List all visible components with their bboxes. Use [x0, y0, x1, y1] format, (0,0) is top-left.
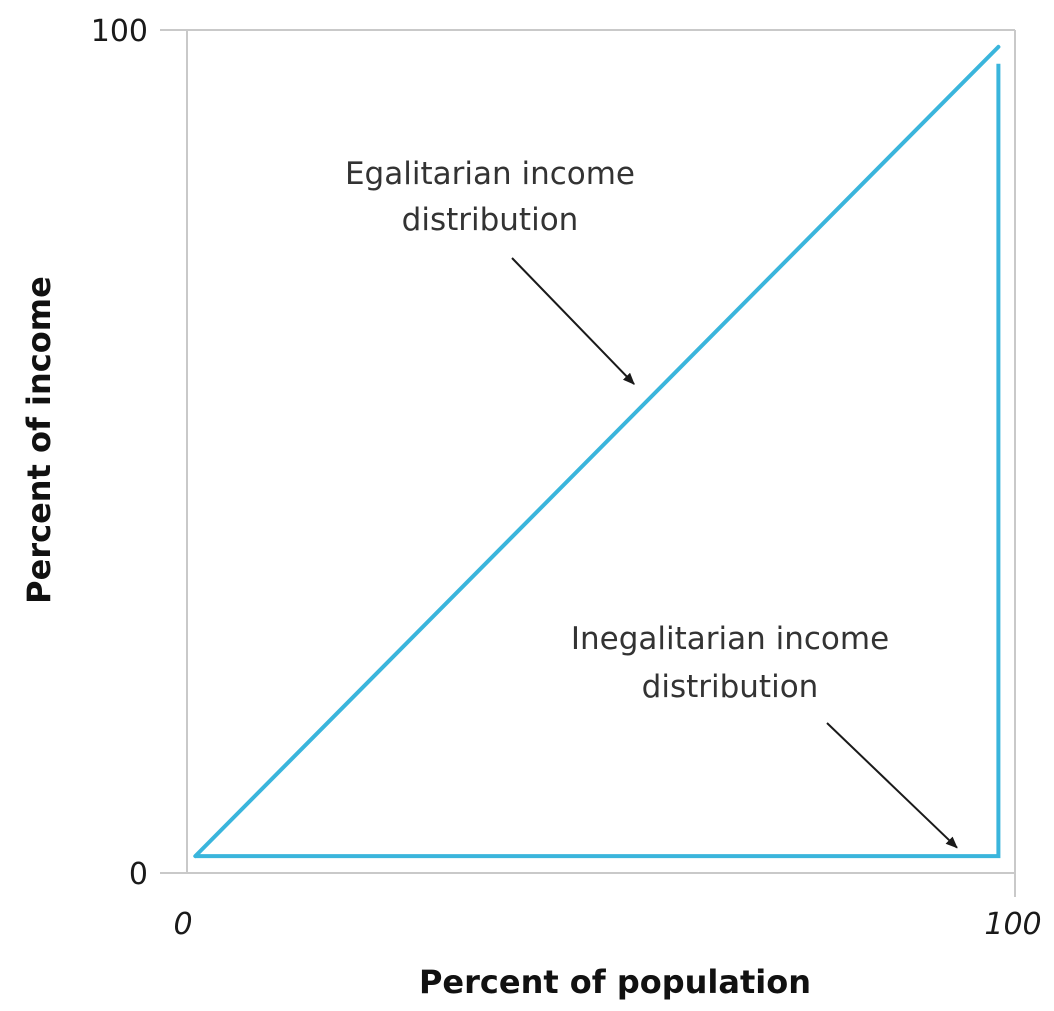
- egalitarian-line: [193, 44, 1001, 859]
- x-axis-title: Percent of population: [419, 963, 811, 1001]
- x-tick-100: 100: [984, 907, 1041, 942]
- inegalitarian-arrow: [826, 722, 958, 849]
- inegalitarian-label-line-2: distribution: [642, 669, 819, 705]
- egalitarian-label-line-1: Egalitarian income: [345, 156, 635, 192]
- inegalitarian-label-line-1: Inegalitarian income: [571, 621, 889, 657]
- egalitarian-label-line-2: distribution: [402, 202, 579, 238]
- inegalitarian-line: [195, 63, 1001, 859]
- y-tick-100: 100: [91, 14, 148, 49]
- x-tick-0: 0: [173, 907, 192, 942]
- y-tick-0: 0: [129, 857, 148, 892]
- y-axis-title: Percent of income: [20, 276, 58, 604]
- egalitarian-arrow: [511, 257, 635, 385]
